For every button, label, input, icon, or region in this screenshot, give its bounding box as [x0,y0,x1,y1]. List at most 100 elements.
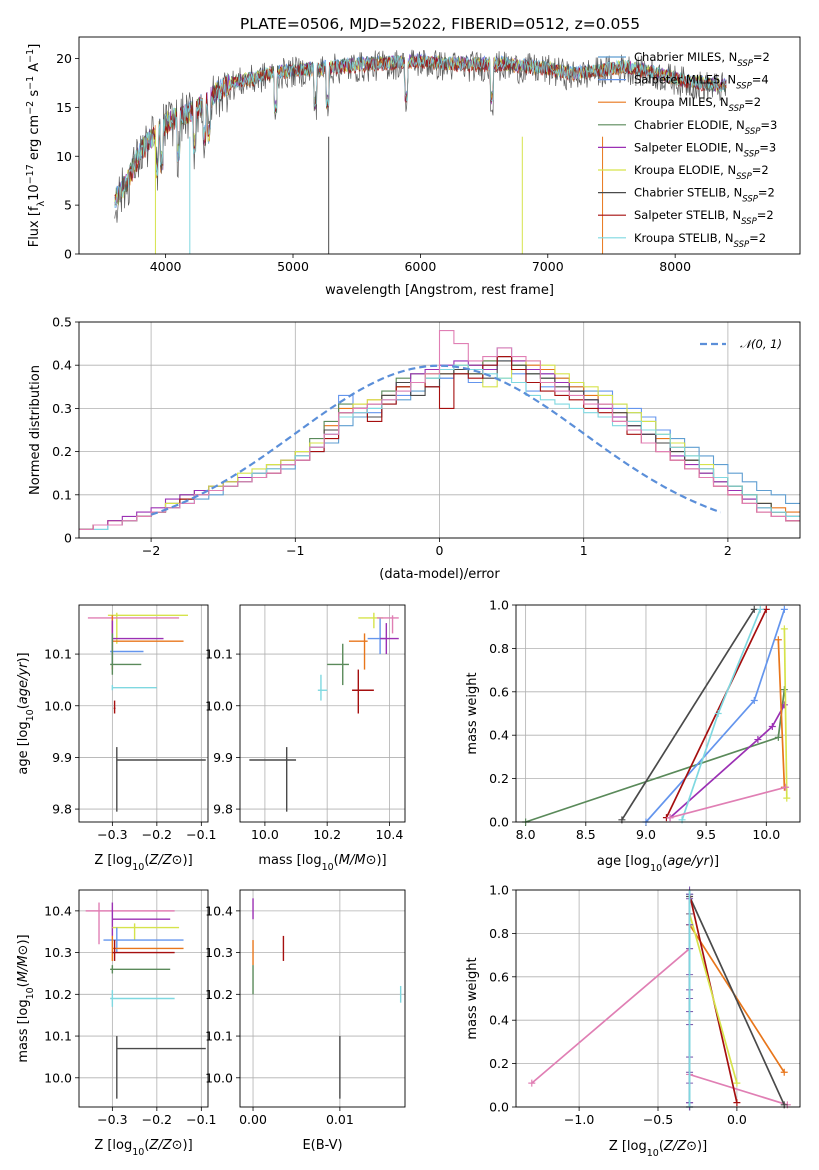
mass_vs_EBV-panel: 0.00 0.01 10.0 10.1 10.2 10.3 10.4 E(B-V) [205,889,406,1153]
legend-label: Chabrier STELIB, NSSP=2 [634,186,775,205]
y-tick-label: 10.4 [205,903,233,918]
weight-marker [714,710,722,717]
weight-marker [774,733,782,741]
histogram-series [79,330,800,530]
x-tick-label: 0.00 [239,1112,267,1127]
residuals-panel: −2 −1 0 1 2 0 0.1 0.2 0.3 0.4 0.5 𝒩(0, 1) (data-mode… [28,315,801,582]
legend-label: Salpeter STELIB, NSSP=2 [634,208,774,227]
x-tick-label: −2 [142,543,160,558]
y-tick-label: 1.0 [489,598,509,613]
y-tick-label: 10.3 [205,945,233,960]
weight-marker [762,605,770,613]
mass_vs_Z-panel: −0.3 −0.2 −0.1 10.0 10.1 10.2 10.3 10.4 Z [log10… [16,889,217,1158]
axes-frame [515,604,801,823]
weight-marker [528,1079,536,1087]
x-tick-label: −1.0 [564,1112,594,1127]
spectrum-legend: Chabrier MILES, NSSP=2 Salpeter MILES, NS… [598,50,777,250]
x-axis-label: Z [log10(Z/Z⊙)] [609,1139,707,1159]
y-tick-label: 10.1 [205,1029,233,1044]
x-tick-label: 0.0 [727,1112,747,1127]
legend-label: Kroupa STELIB, NSSP=2 [634,231,766,250]
weight-marker [780,605,788,613]
axes-frame [78,321,801,539]
x-axis-label: E(B-V) [302,1138,342,1153]
x-tick-label: 10.0 [251,827,279,842]
spectrum-series [114,49,727,223]
y-tick-label: 20 [56,51,72,66]
y-tick-label: 0 [64,531,72,546]
axes-frame [78,604,209,823]
y-tick-label: 10.2 [44,987,72,1002]
weight-marker [780,701,788,709]
y-tick-label: 10.0 [205,698,233,713]
x-axis-label: Z [log10(Z/Z⊙)] [94,853,192,873]
axes-frame [78,36,801,255]
age_vs_Z-panel: −0.3 −0.2 −0.1 9.8 9.9 10.0 10.1 Z [log10(Z/Z⊙)… [16,604,217,873]
x-axis-label: age [log10(age/yr)] [597,854,719,874]
y-tick-label: 0.1 [52,487,72,502]
weight-marker [750,696,758,704]
y-tick-label: 10.0 [44,1070,72,1085]
spectrum-series [114,54,727,208]
weight-marker [666,814,674,822]
x-tick-label: 4000 [150,259,182,274]
weight-marker [768,723,776,731]
y-axis-label: mass [log10(M/M⊙)] [16,934,36,1062]
x-tick-label: −0.1 [186,1112,216,1127]
axes-frame [78,889,209,1108]
gaussian-curve [150,364,722,516]
y-tick-label: 0.6 [489,969,509,984]
x-tick-label: 9.5 [696,827,716,842]
y-tick-label: 0.8 [489,926,509,941]
y-tick-label: 10.2 [205,987,233,1002]
y-tick-label: 5 [64,198,72,213]
age_vs_mass-panel: 10.0 10.2 10.4 9.8 9.9 10.0 10.1 mass [log10(M/… [205,604,406,873]
x-tick-label: 1 [580,543,588,558]
x-tick-label: 0 [436,543,444,558]
weight-marker [750,605,758,613]
legend-label: Kroupa ELODIE, NSSP=2 [634,163,769,182]
x-tick-label: −0.3 [97,1112,127,1127]
y-tick-label: 9.9 [52,750,72,765]
x-tick-label: −1 [286,543,304,558]
x-tick-label: 10.4 [376,827,404,842]
weight-marker [780,1068,788,1076]
weight-line [688,913,738,1084]
y-tick-label: 10.1 [44,1029,72,1044]
y-tick-label: 9.9 [213,750,233,765]
y-tick-label: 0.2 [489,1056,509,1071]
y-axis-label: mass weight [465,672,480,754]
y-tick-label: 10 [56,149,72,164]
y-axis-label: age [log10(age/yr)] [16,652,36,774]
legend-label: Salpeter ELODIE, NSSP=3 [634,140,776,159]
weight-line [669,786,786,819]
y-tick-label: 0.2 [489,771,509,786]
y-tick-label: 0.2 [52,444,72,459]
x-tick-label: 8.0 [516,827,536,842]
y-tick-label: 0 [64,247,72,262]
y-tick-label: 0.5 [52,315,72,330]
x-tick-label: 8.5 [576,827,596,842]
weight-marker [782,783,790,791]
y-tick-label: 10.3 [44,945,72,960]
y-tick-label: 10.1 [44,647,72,662]
x-tick-label: 10.0 [752,827,780,842]
y-axis-label: Flux [fλ10−17 erg cm−2 s−1 A−1] [25,44,47,248]
y-tick-label: 10.0 [205,1070,233,1085]
weight-marker [756,605,764,613]
x-axis-label: Z [log10(Z/Z⊙)] [94,1138,192,1158]
x-tick-label: 5000 [277,259,309,274]
y-tick-label: 0.0 [489,815,509,830]
axes-frame [239,604,406,823]
x-tick-label: −0.3 [97,827,127,842]
y-tick-label: 0.4 [489,1013,509,1028]
legend-label: Chabrier ELODIE, NSSP=3 [634,118,777,137]
weight-marker [754,736,762,744]
y-tick-label: 10.0 [44,698,72,713]
x-tick-label: 9.0 [636,827,656,842]
x-tick-label: 8000 [659,259,691,274]
spectrum-lines [114,49,727,254]
y-tick-label: 0.8 [489,641,509,656]
y-tick-label: 10.4 [44,903,72,918]
